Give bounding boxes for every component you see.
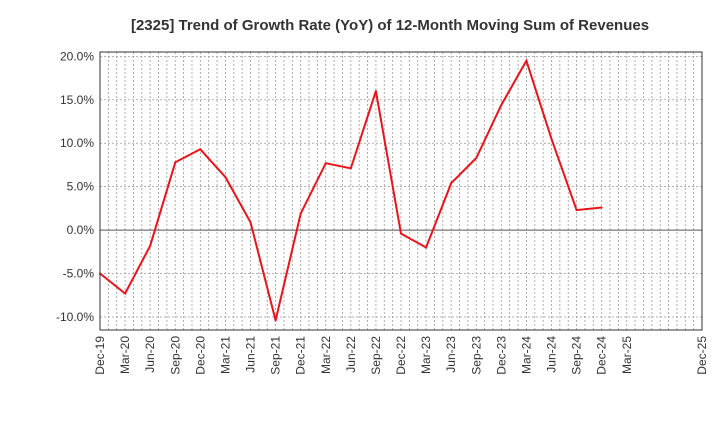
plot-area-border: [99, 51, 703, 331]
data-point: [224, 176, 227, 179]
x-tick-label: Dec-20: [193, 336, 207, 375]
x-tick-label: Jun-20: [143, 336, 157, 373]
x-tick-label: Dec-19: [93, 336, 107, 375]
data-point: [475, 156, 478, 159]
x-tick-label: Mar-20: [118, 336, 132, 374]
data-point: [174, 161, 177, 164]
x-tick-label: Dec-23: [494, 336, 508, 375]
y-tick-label: 0.0%: [67, 223, 95, 237]
data-point: [550, 137, 553, 140]
y-tick-label: 20.0%: [60, 49, 94, 63]
y-tick-label: 5.0%: [67, 180, 95, 194]
x-tick-label: Mar-25: [620, 336, 634, 374]
y-tick-label: 15.0%: [60, 93, 94, 107]
data-point: [425, 246, 428, 249]
x-tick-label: Dec-25: [695, 336, 709, 375]
x-tick-label: Dec-24: [595, 336, 609, 375]
chart-title: [2325] Trend of Growth Rate (YoY) of 12-…: [131, 17, 649, 34]
x-tick-label: Jun-24: [545, 336, 559, 373]
data-point: [124, 292, 127, 295]
data-point: [525, 59, 528, 62]
data-point: [374, 90, 377, 93]
y-tick-label: -10.0%: [56, 310, 94, 324]
y-axis-tick-labels: 20.0% 15.0% 10.0% 5.0% 0.0% -5.0% -10.0%: [56, 49, 94, 324]
x-tick-label: Sep-21: [269, 336, 283, 375]
data-point: [600, 206, 603, 209]
x-tick-label: Mar-21: [218, 336, 232, 374]
data-point: [450, 182, 453, 185]
x-tick-label: Jun-21: [244, 336, 258, 373]
data-point: [500, 103, 503, 106]
data-point: [349, 167, 352, 170]
data-point: [299, 212, 302, 215]
data-point: [249, 221, 252, 224]
x-tick-label: Sep-22: [369, 336, 383, 375]
data-point: [324, 162, 327, 165]
data-point: [575, 209, 578, 212]
x-axis-tick-labels: Dec-19 Mar-20 Jun-20 Sep-20 Dec-20 Mar-21 Jun-…: [93, 336, 709, 375]
y-tick-label: -5.0%: [63, 267, 95, 281]
x-tick-label: Jun-23: [444, 336, 458, 373]
x-tick-label: Jun-22: [344, 336, 358, 373]
x-tick-label: Mar-22: [319, 336, 333, 374]
x-tick-label: Sep-20: [168, 336, 182, 375]
grid-lines: [100, 52, 702, 330]
x-tick-label: Sep-23: [469, 336, 483, 375]
data-point: [149, 244, 152, 247]
data-point: [400, 232, 402, 235]
data-series: [99, 58, 603, 322]
x-tick-label: Mar-23: [419, 336, 433, 374]
x-tick-label: Mar-24: [519, 336, 533, 374]
x-tick-label: Dec-21: [294, 336, 308, 375]
x-tick-label: Dec-22: [394, 336, 408, 375]
y-tick-label: 10.0%: [60, 136, 94, 150]
data-point: [274, 319, 277, 322]
data-point: [199, 148, 202, 151]
x-tick-label: Sep-24: [570, 336, 584, 375]
